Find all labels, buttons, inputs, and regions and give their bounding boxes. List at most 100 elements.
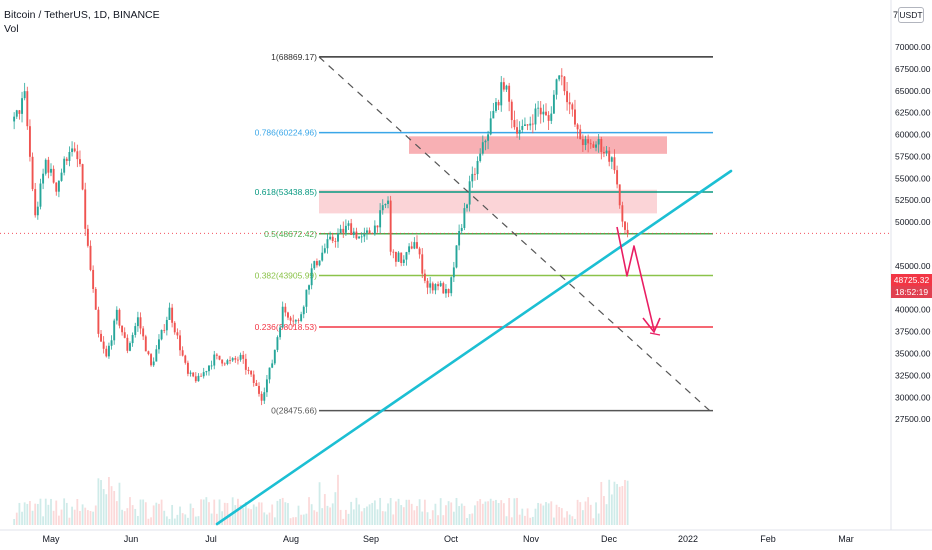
volume-bar <box>247 508 250 525</box>
volume-bar <box>218 499 221 525</box>
candle-body <box>50 168 52 173</box>
volume-bar <box>429 518 432 525</box>
candle-body <box>86 228 89 246</box>
candle-body <box>342 228 345 233</box>
volume-bar <box>184 514 187 525</box>
candle-body <box>618 184 621 206</box>
candle-body <box>463 208 466 228</box>
volume-bar <box>405 499 408 525</box>
volume-bar <box>495 499 497 525</box>
candle-body <box>384 203 387 206</box>
volume-bar <box>29 501 31 525</box>
candle-body <box>255 382 258 386</box>
volume-bar <box>65 502 68 525</box>
currency-button[interactable]: USDT <box>898 7 924 23</box>
candle-body <box>439 283 442 287</box>
volume-bar <box>115 501 118 525</box>
volume-bar <box>271 504 274 525</box>
candle-body <box>34 189 37 216</box>
volume-bar <box>94 505 97 525</box>
candle-body <box>329 236 332 240</box>
candle-body <box>476 160 479 175</box>
volume-bar <box>379 497 382 525</box>
candle-body <box>294 320 297 322</box>
candle-body <box>326 239 329 249</box>
fibonacci-retracement[interactable]: 1(68869.17) 0.786(60224.96) 0.618(53438.85… <box>255 52 713 416</box>
volume-bar <box>155 502 158 525</box>
volume-bar <box>244 502 247 525</box>
volume-bar <box>442 515 445 525</box>
volume-bar <box>576 499 579 525</box>
volume-bar <box>215 513 218 525</box>
volume-bar <box>226 503 229 525</box>
dashed-trendline[interactable] <box>318 56 714 415</box>
volume-bar <box>476 501 479 525</box>
volume-bar <box>484 501 487 525</box>
candle-body <box>121 325 124 333</box>
candle-body <box>437 284 440 287</box>
volume-bar <box>26 503 29 525</box>
volume-bar <box>194 516 197 525</box>
volume-bar <box>463 505 466 525</box>
volume-bar <box>368 504 371 525</box>
volume-bar <box>373 500 376 525</box>
candle-body <box>563 76 566 92</box>
volume-bar <box>213 499 216 525</box>
candle-body <box>460 227 463 231</box>
candle-body <box>73 148 76 152</box>
candle-body <box>400 252 403 263</box>
chart-title: Bitcoin / TetherUS, 1D, BINANCE <box>4 9 160 21</box>
volume-bar <box>142 499 145 525</box>
candle-body <box>584 139 587 146</box>
candle-body <box>389 200 392 252</box>
volume-bar <box>310 504 313 525</box>
candle-body <box>442 283 445 294</box>
candle-body <box>260 393 263 401</box>
candle-body <box>218 355 221 360</box>
volume-bar <box>437 515 439 525</box>
volume-bar <box>355 497 358 525</box>
time-tick-label: Nov <box>523 534 540 544</box>
volume-bar <box>579 502 582 525</box>
candle-body <box>200 375 203 377</box>
candle-body <box>605 150 608 154</box>
volume-bar <box>603 496 605 525</box>
volume-bar <box>545 502 547 525</box>
volume-bar <box>342 518 345 525</box>
countdown-tag: 18:52:19 <box>891 286 932 298</box>
ascending-trendline[interactable] <box>215 169 733 526</box>
volume-bar <box>223 502 226 525</box>
projection-target-mark <box>649 332 661 336</box>
candle-body <box>105 348 108 357</box>
volume-bar <box>305 513 308 525</box>
volume-bar <box>529 517 532 525</box>
candle-body <box>205 371 208 373</box>
projection-arrow[interactable] <box>616 226 661 336</box>
volume-bar <box>205 497 208 525</box>
time-tick-label: Jul <box>205 534 217 544</box>
price-tick-label: 67500.00 <box>895 64 931 74</box>
candle-body <box>31 156 34 190</box>
volume-bar <box>31 510 34 525</box>
volume-bar <box>426 512 429 525</box>
volume-bar <box>574 518 576 525</box>
volume-bar <box>413 510 416 525</box>
fib-level-label: 0.5(48672.42) <box>264 229 317 239</box>
volume-bar <box>608 479 611 525</box>
volume-bar <box>402 507 405 525</box>
candle-body <box>487 134 490 141</box>
volume-bar <box>389 497 392 525</box>
volume-bar <box>208 502 210 525</box>
candle-body <box>292 320 295 322</box>
candle-body <box>587 139 590 144</box>
candle-body <box>126 337 129 351</box>
volume-bar <box>542 505 545 525</box>
volume-bar <box>416 506 418 525</box>
volume-bar <box>210 513 213 525</box>
diagonal-dashed-line <box>318 56 714 415</box>
candle-body <box>139 317 142 329</box>
volume-indicator-label[interactable]: Vol <box>4 23 19 35</box>
time-tick-label: Feb <box>760 534 776 544</box>
candle-body <box>305 289 308 307</box>
